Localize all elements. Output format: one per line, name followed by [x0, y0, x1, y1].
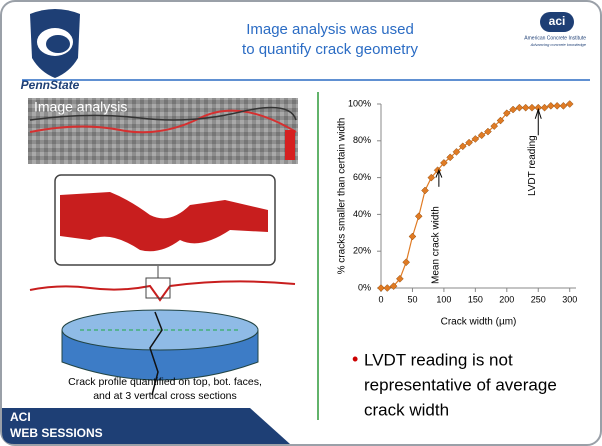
data-point [534, 103, 543, 112]
aci-mark: aci [549, 14, 566, 28]
bullet-text: crack width [364, 400, 449, 419]
aci-tagline: Advancing concrete knowledge [530, 42, 587, 47]
x-tick-label: 150 [468, 294, 483, 304]
x-tick-label: 50 [407, 294, 417, 304]
caption-line: and at 3 vertical cross sections [93, 390, 237, 402]
annotation: LVDT reading [527, 135, 538, 196]
y-tick-label: 0% [358, 282, 371, 292]
data-point [465, 138, 473, 147]
x-tick-label: 200 [499, 294, 514, 304]
data-point [528, 103, 536, 112]
data-point [446, 153, 455, 162]
data-point [408, 232, 417, 241]
data-point [383, 284, 392, 292]
footer-text: WEB SESSIONS [10, 426, 103, 440]
title-line: Image analysis was used [246, 21, 414, 38]
title-line: to quantify crack geometry [242, 41, 418, 58]
data-point [515, 103, 524, 112]
x-tick-label: 250 [531, 294, 546, 304]
data-point [540, 103, 549, 112]
left-logo-text: PennState [21, 78, 80, 92]
data-point [477, 131, 486, 140]
data-point [427, 173, 436, 182]
bullet-text: representative of average [364, 375, 557, 394]
data-point [396, 274, 404, 283]
annotation: Mean crack width [430, 206, 441, 284]
image-label: Image analysis [34, 99, 127, 115]
data-point [484, 127, 492, 136]
bullet-dot: • [352, 349, 358, 369]
y-tick-label: 100% [348, 98, 371, 108]
data-point [389, 282, 398, 291]
x-tick-label: 300 [562, 294, 577, 304]
data-point [458, 142, 467, 151]
x-tick-label: 0 [378, 294, 383, 304]
caption-line: Crack profile quantified on top, bot. fa… [68, 376, 262, 388]
y-tick-label: 20% [353, 246, 371, 256]
data-point [440, 159, 448, 167]
data-point [521, 103, 530, 112]
annotation-arrowhead [435, 168, 443, 178]
data-point [502, 109, 511, 118]
x-tick-label: 100 [436, 294, 451, 304]
data-point [565, 100, 574, 108]
image-panel: Image analysis [28, 98, 298, 396]
annotation-arrowhead [534, 107, 542, 119]
aci-logo: aci American Concrete Institute Advancin… [524, 12, 587, 47]
y-axis-label: % cracks smaller than certain width [337, 118, 348, 275]
data-point [496, 116, 505, 125]
data-point [377, 284, 385, 292]
data-point [490, 122, 499, 130]
x-axis-label: Crack width (µm) [441, 317, 517, 328]
data-point [402, 258, 411, 267]
footer-text: ACI [10, 410, 31, 424]
y-tick-label: 40% [353, 209, 371, 219]
data-point [509, 105, 517, 114]
aci-name: American Concrete Institute [524, 35, 586, 41]
data-point [546, 101, 555, 110]
data-point [421, 186, 429, 195]
data-point [553, 101, 561, 110]
pennstate-logo: PennState [21, 9, 80, 92]
data-point [471, 135, 480, 143]
chart: 0% 20% 40% 60% 80% 100% 0 50 100 150 200 250 300 Crac… [337, 98, 578, 327]
y-tick-label: 80% [353, 135, 371, 145]
data-point [559, 101, 568, 110]
bullet-text: LVDT reading is not [364, 350, 513, 369]
footer-band [2, 408, 290, 444]
data-point [452, 147, 461, 156]
data-point [414, 212, 423, 221]
y-tick-label: 60% [353, 172, 371, 182]
